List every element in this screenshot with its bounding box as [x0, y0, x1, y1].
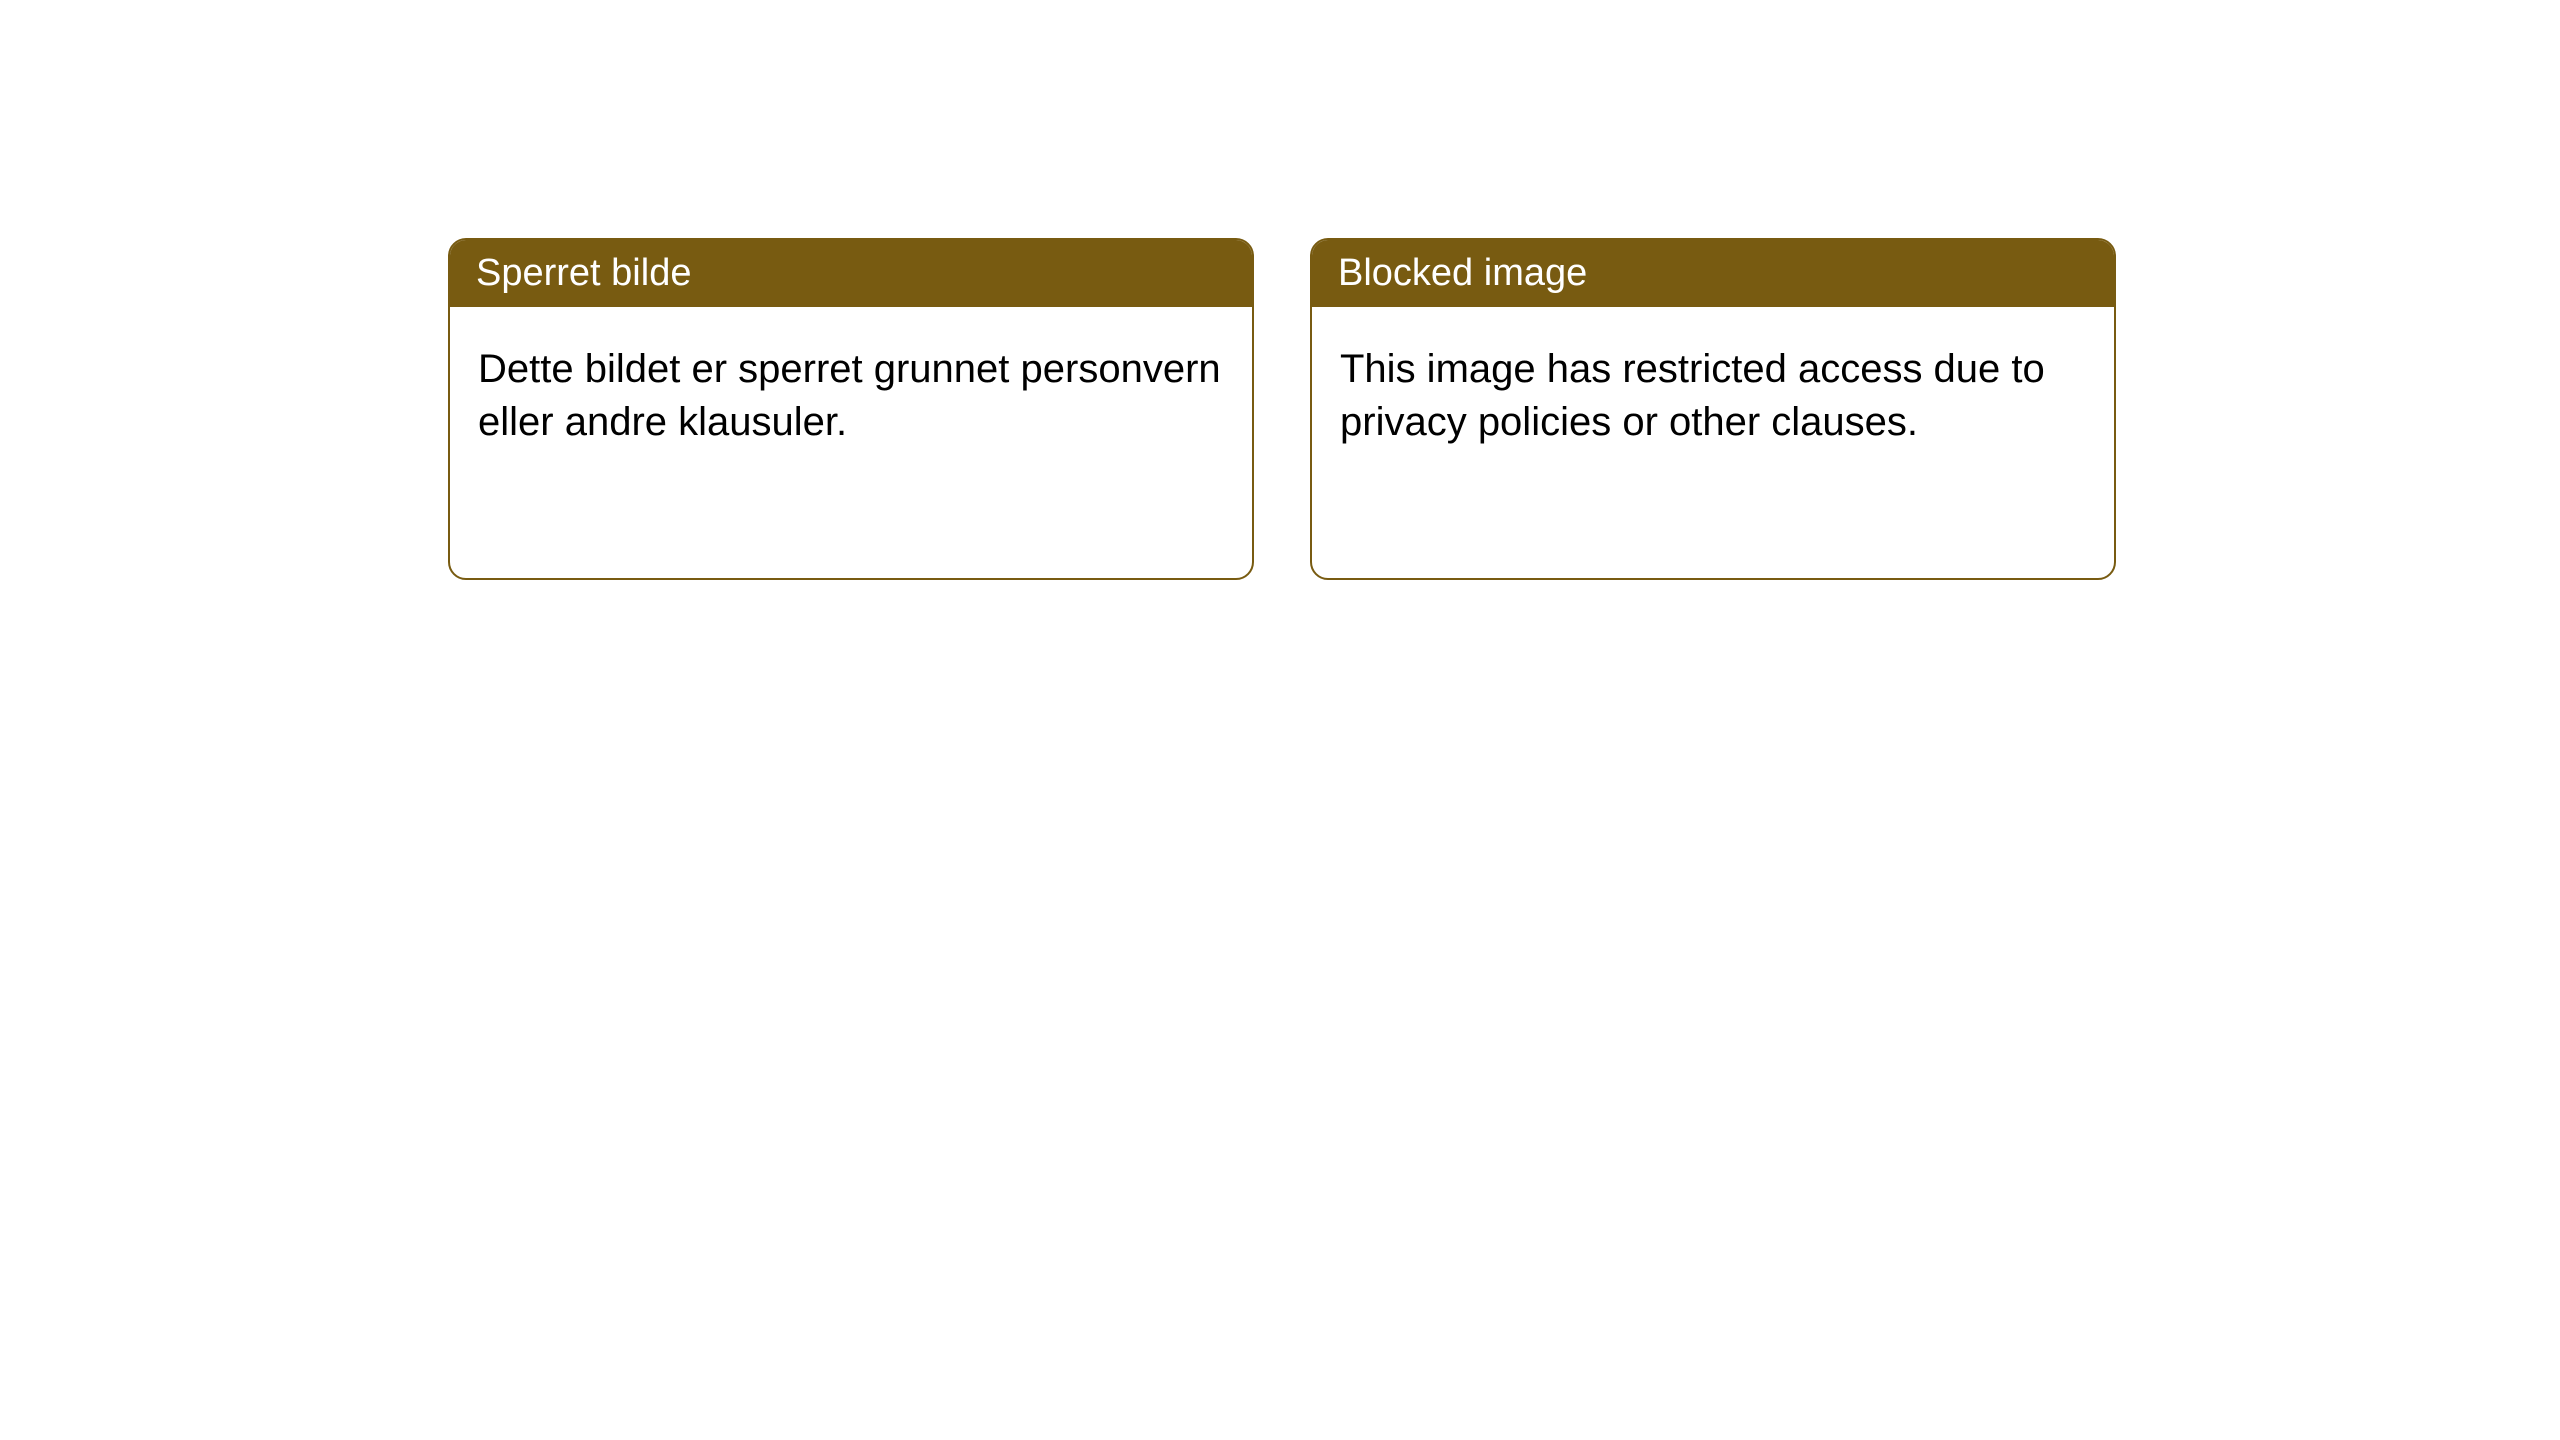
- notice-card-title: Sperret bilde: [450, 240, 1252, 307]
- notice-card-norwegian: Sperret bilde Dette bildet er sperret gr…: [448, 238, 1254, 580]
- notice-card-body: Dette bildet er sperret grunnet personve…: [450, 307, 1252, 485]
- notice-card-title: Blocked image: [1312, 240, 2114, 307]
- notice-container: Sperret bilde Dette bildet er sperret gr…: [0, 0, 2560, 580]
- notice-card-english: Blocked image This image has restricted …: [1310, 238, 2116, 580]
- notice-card-body: This image has restricted access due to …: [1312, 307, 2114, 485]
